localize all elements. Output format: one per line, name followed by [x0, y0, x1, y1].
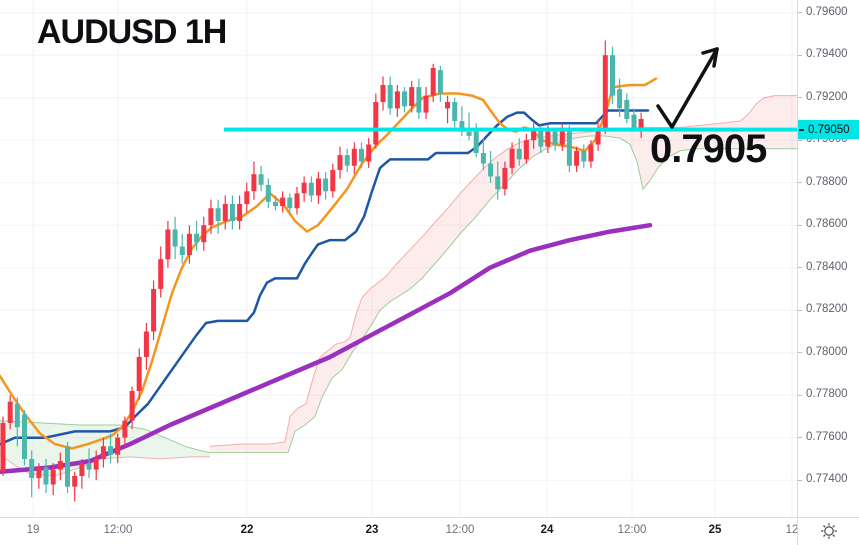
price-axis-label: 0.78600 [806, 218, 848, 230]
price-axis-tick [798, 480, 802, 481]
blue-ma-line [0, 109, 650, 446]
price-axis-label: 0.78200 [806, 303, 848, 315]
axis-settings-button[interactable] [817, 520, 841, 542]
axis-separator-horizontal [0, 517, 859, 518]
trend-arrow-drawing[interactable] [656, 47, 719, 129]
time-axis-label: 12:00 [617, 524, 647, 536]
time-axis-label: 12 [785, 524, 799, 536]
price-axis-tick [798, 182, 802, 183]
price-axis-tick [798, 310, 802, 311]
price-axis[interactable]: 0.79600 0.79400 0.79200 0.79000 0.78800 0.786… [798, 0, 859, 517]
support-price-axis-chip: 0.79050 [798, 120, 859, 139]
price-axis-tick [798, 395, 802, 396]
price-axis-tick [798, 12, 802, 13]
axis-separator-vertical [797, 0, 798, 545]
symbol-title: AUDUSD 1H [37, 13, 227, 51]
candlestick-series [0, 40, 644, 502]
price-axis-tick [798, 352, 802, 353]
time-axis-label: 12:00 [103, 524, 133, 536]
price-axis-tick [798, 225, 802, 226]
price-axis-label: 0.77600 [806, 431, 848, 443]
chart-canvas[interactable] [0, 0, 797, 517]
price-axis-tick [798, 267, 802, 268]
time-axis-label: 24 [540, 524, 554, 536]
price-axis-label: 0.77400 [806, 473, 848, 485]
price-axis-label: 0.79600 [806, 6, 848, 18]
price-axis-label: 0.79400 [806, 48, 848, 60]
price-axis-tick [798, 55, 802, 56]
support-price-axis-label: 0.79050 [808, 123, 850, 136]
support-line[interactable] [224, 127, 797, 132]
axis-tick [799, 128, 804, 131]
support-price-annotation[interactable]: 0.7905 [650, 127, 767, 171]
price-axis-label: 0.77800 [806, 388, 848, 400]
price-axis-tick [798, 140, 802, 141]
price-axis-label: 0.78000 [806, 346, 848, 358]
time-axis-label: 23 [365, 524, 379, 536]
time-axis-label: 19 [26, 524, 40, 536]
price-axis-label: 0.78800 [806, 176, 848, 188]
price-axis-label: 0.79200 [806, 91, 848, 103]
time-axis-label: 12:00 [445, 524, 475, 536]
gear-icon [821, 523, 837, 539]
price-axis-label: 0.78400 [806, 261, 848, 273]
price-axis-tick [798, 437, 802, 438]
time-axis-label: 25 [708, 524, 722, 536]
price-axis-tick [798, 97, 802, 98]
time-axis[interactable]: 19 12:00 22 23 12:00 24 12:00 25 12 [0, 517, 799, 545]
time-axis-label: 22 [240, 524, 254, 536]
